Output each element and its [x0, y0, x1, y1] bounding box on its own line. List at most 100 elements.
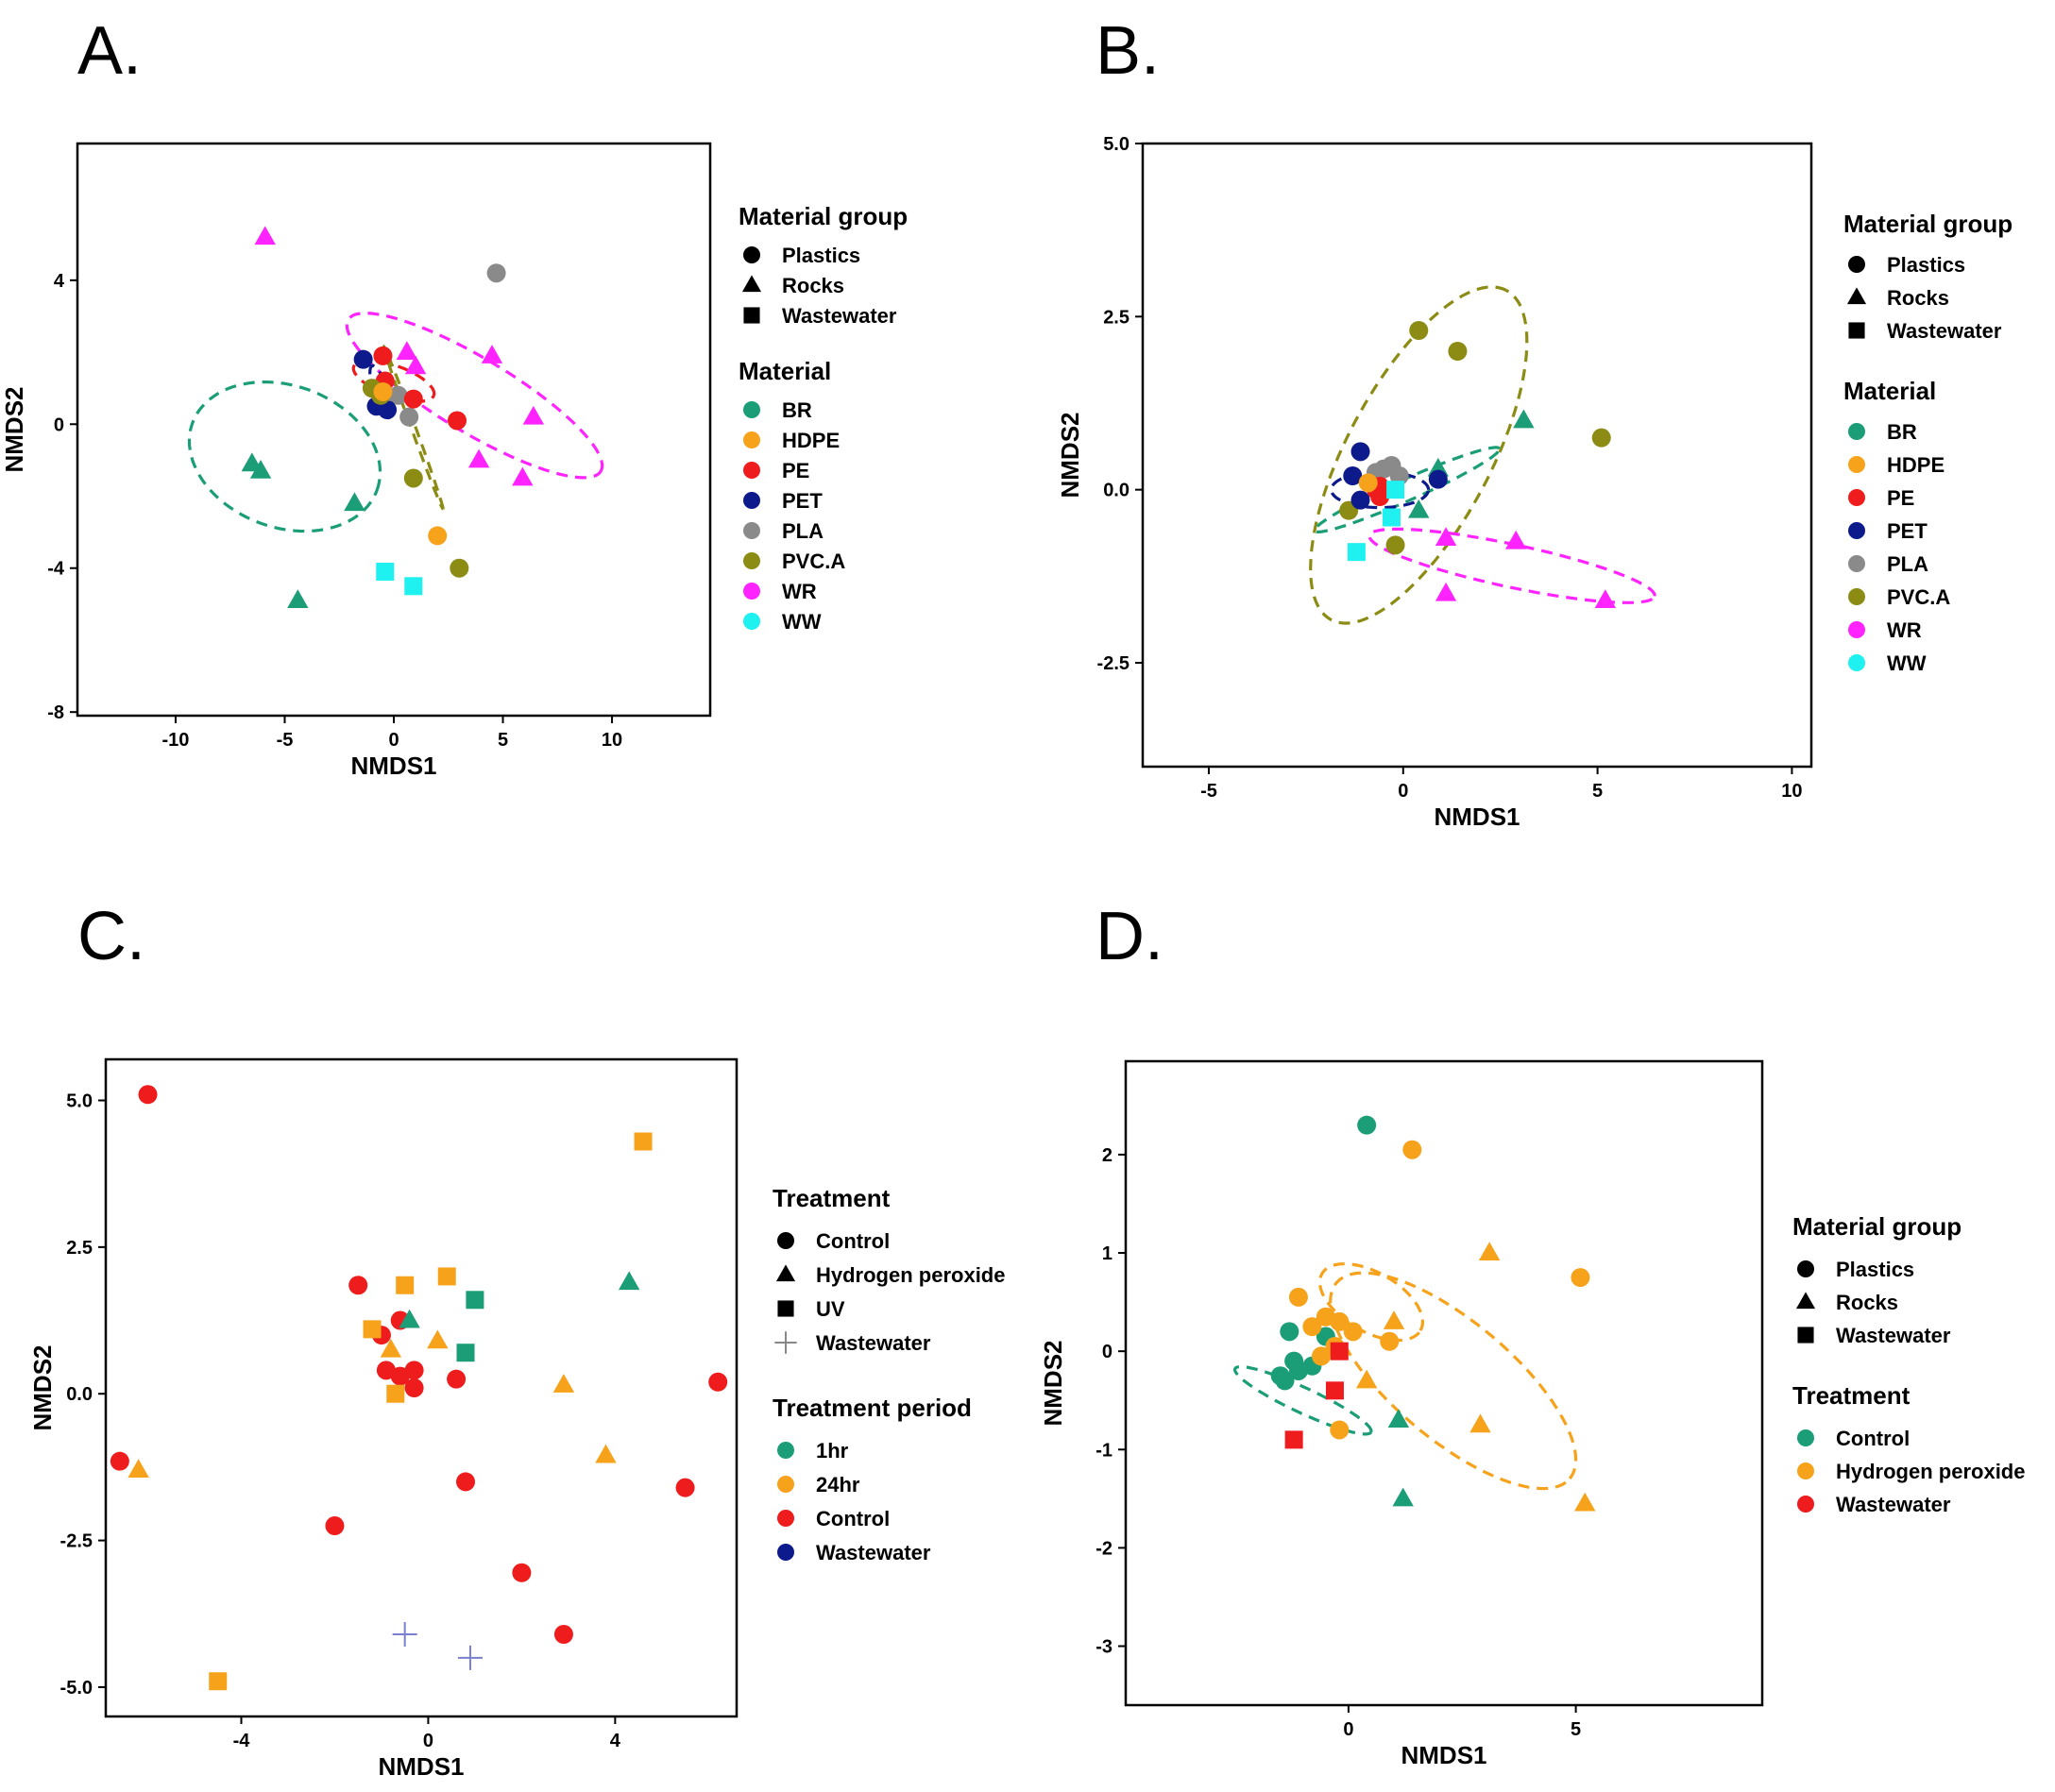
legend-key-circle — [743, 552, 760, 569]
data-point — [1478, 1242, 1501, 1261]
data-point — [1280, 1322, 1299, 1342]
ellipse-pet — [1329, 470, 1431, 510]
legend-title: Material group — [739, 202, 908, 230]
data-point — [254, 226, 276, 245]
x-tick-label: 0 — [388, 730, 399, 751]
data-point — [675, 1478, 695, 1497]
x-tick-label: 5 — [498, 730, 508, 751]
x-tick-label: -5 — [277, 730, 294, 751]
legend-item-label: Plastics — [782, 244, 860, 267]
legend-item-label: BR — [1887, 420, 1917, 444]
legend-key-circle — [1848, 256, 1865, 273]
legend-key-circle — [743, 583, 760, 600]
y-tick-label: 2.5 — [1103, 307, 1129, 328]
data-point — [481, 345, 503, 363]
ellipse-wr — [1367, 527, 1656, 604]
data-point — [399, 1309, 420, 1328]
legend-title: Material group — [1843, 210, 2013, 238]
x-axis-label: NMDS1 — [378, 1752, 464, 1781]
y-axis-label: NMDS2 — [1056, 412, 1084, 498]
data-point — [1350, 442, 1370, 462]
legend-item-label: Rocks — [1836, 1291, 1898, 1314]
legend-item-label: PVC.A — [782, 549, 845, 573]
legend-item-label: Wastewater — [782, 304, 897, 328]
legend-key-circle — [743, 246, 760, 263]
data-point — [1355, 1369, 1378, 1389]
data-point — [1358, 473, 1378, 493]
y-axis-label: NMDS2 — [1039, 1340, 1067, 1426]
legend-key-circle — [1797, 1429, 1814, 1446]
data-point — [127, 1459, 149, 1478]
x-tick-label: -5 — [1200, 781, 1217, 802]
y-tick-label: 0.0 — [1103, 481, 1129, 501]
y-axis-label: NMDS2 — [28, 1344, 57, 1430]
data-point — [353, 349, 373, 369]
data-point — [287, 589, 309, 609]
x-tick-label: -4 — [233, 1731, 251, 1751]
data-point — [1383, 1310, 1405, 1329]
legend-title: Treatment — [773, 1184, 891, 1212]
legend-key-circle — [743, 462, 760, 479]
legend-item-label: Control — [816, 1229, 890, 1253]
legend-key-circle — [1848, 555, 1865, 572]
legend-key-square — [743, 307, 760, 324]
data-point — [1571, 1268, 1590, 1288]
data-point — [1325, 1381, 1344, 1400]
data-point — [1591, 428, 1611, 448]
legend-key-circle — [743, 431, 760, 448]
legend-key-triangle — [1846, 287, 1867, 305]
legend-key-triangle — [775, 1264, 796, 1282]
x-tick-label: 10 — [602, 730, 622, 751]
data-point — [1382, 508, 1401, 527]
legend-key-circle — [1797, 1462, 1814, 1479]
legend-item-label: 24hr — [816, 1473, 860, 1496]
data-point — [456, 1344, 475, 1362]
data-point — [467, 448, 490, 468]
data-point — [1343, 466, 1363, 485]
x-tick-label: 10 — [1781, 781, 1802, 802]
legend-key-circle — [1848, 588, 1865, 605]
legend-item-label: HDPE — [1887, 453, 1945, 477]
legend-key-circle — [1797, 1260, 1814, 1277]
ellipse-pvca — [1309, 285, 1529, 625]
data-point — [1347, 543, 1366, 562]
legend-key-circle — [1797, 1496, 1814, 1513]
data-point — [512, 466, 534, 486]
plot-frame — [1141, 142, 1813, 769]
data-point — [1302, 1317, 1322, 1337]
data-point — [1504, 530, 1527, 549]
data-point — [388, 385, 408, 405]
y-tick-label: -2.5 — [60, 1531, 93, 1552]
x-axis-label: NMDS1 — [1401, 1741, 1486, 1769]
legend-key-circle — [1848, 522, 1865, 539]
legend-item-label: WR — [782, 580, 817, 603]
data-point — [380, 1338, 402, 1358]
ellipse-pe — [351, 359, 436, 403]
data-point — [437, 1267, 456, 1286]
data-point — [708, 1372, 728, 1392]
data-point — [1380, 1331, 1400, 1351]
legend-item-label: Hydrogen peroxide — [1836, 1460, 2025, 1483]
legend: Material group Plastics Rocks Wastewater Mat… — [739, 202, 908, 634]
data-point — [373, 381, 393, 401]
legend-item-label: Wastewater — [1836, 1493, 1951, 1516]
data-point — [392, 1622, 417, 1647]
legend-key-circle — [1848, 489, 1865, 506]
data-point — [1469, 1413, 1491, 1433]
legend-key-circle — [743, 522, 760, 539]
legend-key-circle — [1848, 621, 1865, 638]
legend-key-circle — [777, 1232, 794, 1249]
data-point — [386, 1384, 405, 1403]
x-tick-label: 5 — [1571, 1719, 1581, 1740]
legend-key-circle — [1848, 456, 1865, 473]
data-point — [1288, 1287, 1308, 1307]
data-point — [1312, 1346, 1332, 1366]
y-tick-label: 0 — [54, 414, 64, 435]
data-point — [1408, 499, 1430, 518]
legend-title: Treatment period — [773, 1394, 972, 1422]
data-point — [1387, 1409, 1410, 1429]
legend-key-square — [1848, 322, 1865, 339]
data-point — [1392, 1487, 1414, 1507]
point-layer — [241, 226, 545, 609]
